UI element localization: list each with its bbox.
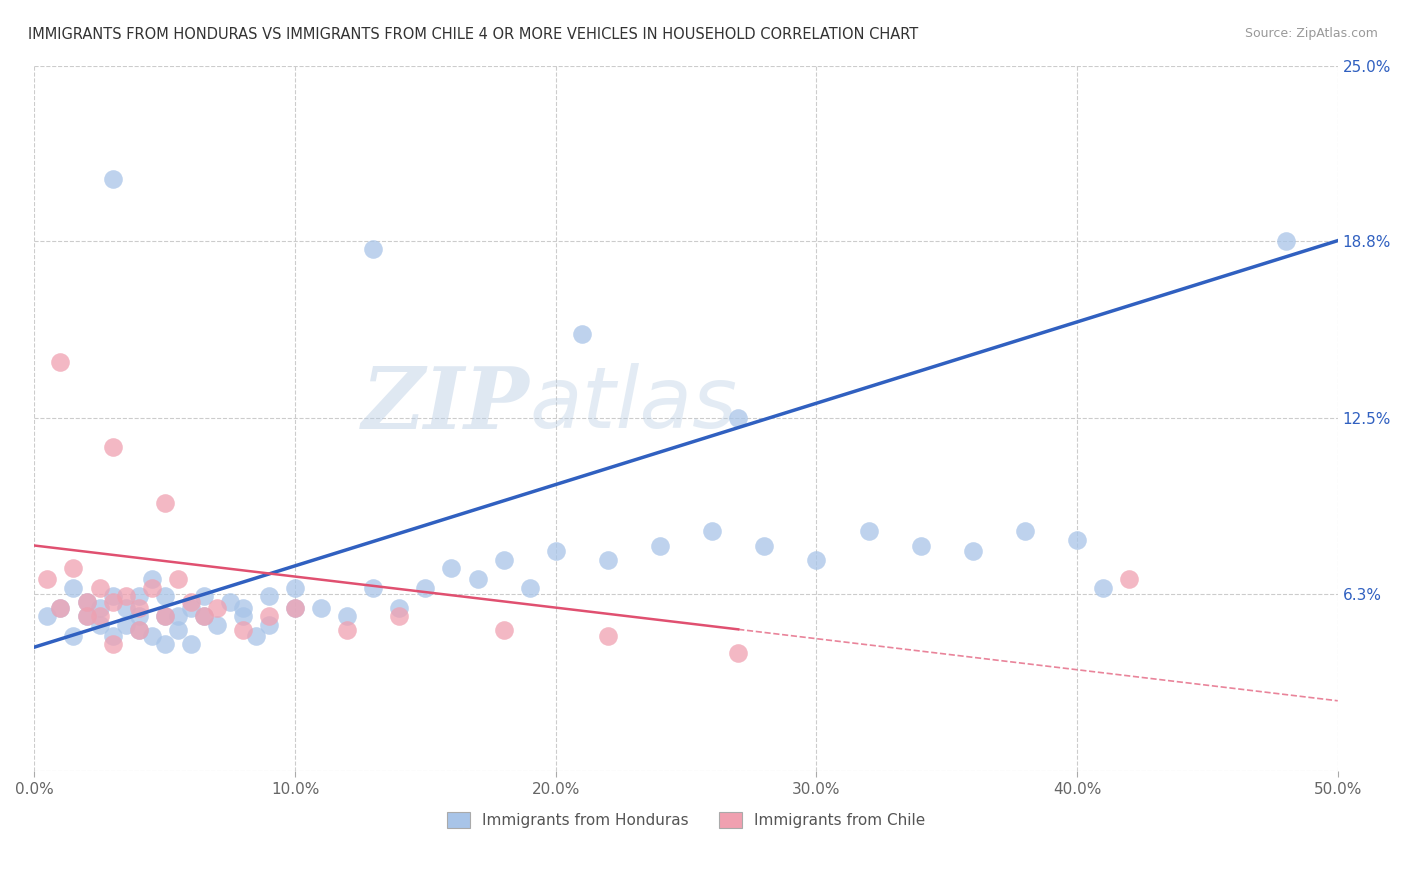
Point xyxy=(128,624,150,638)
Point xyxy=(232,624,254,638)
Point xyxy=(166,624,188,638)
Point xyxy=(114,617,136,632)
Point xyxy=(361,581,384,595)
Point xyxy=(49,600,72,615)
Point xyxy=(153,609,176,624)
Point xyxy=(76,595,98,609)
Point xyxy=(166,609,188,624)
Point xyxy=(101,637,124,651)
Point xyxy=(114,600,136,615)
Point xyxy=(309,600,332,615)
Point xyxy=(193,609,215,624)
Point xyxy=(37,573,59,587)
Point xyxy=(962,544,984,558)
Point xyxy=(101,595,124,609)
Point xyxy=(1014,524,1036,539)
Point xyxy=(1274,234,1296,248)
Point xyxy=(648,539,671,553)
Point xyxy=(1092,581,1115,595)
Point xyxy=(166,573,188,587)
Point xyxy=(180,637,202,651)
Point xyxy=(89,600,111,615)
Point xyxy=(205,600,228,615)
Point xyxy=(544,544,567,558)
Point xyxy=(336,624,359,638)
Point xyxy=(101,590,124,604)
Point xyxy=(114,590,136,604)
Point xyxy=(232,600,254,615)
Point xyxy=(219,595,242,609)
Point xyxy=(141,629,163,643)
Point xyxy=(180,600,202,615)
Point xyxy=(571,326,593,341)
Point xyxy=(727,646,749,660)
Point xyxy=(128,600,150,615)
Text: IMMIGRANTS FROM HONDURAS VS IMMIGRANTS FROM CHILE 4 OR MORE VEHICLES IN HOUSEHOL: IMMIGRANTS FROM HONDURAS VS IMMIGRANTS F… xyxy=(28,27,918,42)
Point xyxy=(180,595,202,609)
Point xyxy=(336,609,359,624)
Point xyxy=(153,496,176,510)
Point xyxy=(89,581,111,595)
Text: atlas: atlas xyxy=(530,363,738,446)
Point xyxy=(415,581,437,595)
Point xyxy=(388,600,411,615)
Point xyxy=(128,590,150,604)
Point xyxy=(388,609,411,624)
Point xyxy=(37,609,59,624)
Point xyxy=(519,581,541,595)
Point xyxy=(806,552,828,566)
Point xyxy=(257,617,280,632)
Point xyxy=(284,600,307,615)
Point xyxy=(492,552,515,566)
Point xyxy=(76,595,98,609)
Point xyxy=(727,411,749,425)
Point xyxy=(257,609,280,624)
Point xyxy=(62,629,84,643)
Point xyxy=(101,629,124,643)
Point xyxy=(492,624,515,638)
Point xyxy=(284,600,307,615)
Point xyxy=(910,539,932,553)
Point xyxy=(754,539,776,553)
Text: ZIP: ZIP xyxy=(361,363,530,446)
Point xyxy=(128,624,150,638)
Point xyxy=(232,609,254,624)
Point xyxy=(193,609,215,624)
Legend: Immigrants from Honduras, Immigrants from Chile: Immigrants from Honduras, Immigrants fro… xyxy=(440,806,932,834)
Point xyxy=(1066,533,1088,547)
Point xyxy=(467,573,489,587)
Point xyxy=(153,609,176,624)
Point xyxy=(89,617,111,632)
Point xyxy=(700,524,723,539)
Point xyxy=(62,561,84,575)
Point xyxy=(153,590,176,604)
Point xyxy=(245,629,267,643)
Text: Source: ZipAtlas.com: Source: ZipAtlas.com xyxy=(1244,27,1378,40)
Point xyxy=(284,581,307,595)
Point xyxy=(440,561,463,575)
Point xyxy=(858,524,880,539)
Point xyxy=(101,440,124,454)
Point xyxy=(257,590,280,604)
Point xyxy=(128,609,150,624)
Point xyxy=(76,609,98,624)
Point xyxy=(89,609,111,624)
Point xyxy=(49,600,72,615)
Point xyxy=(49,355,72,369)
Point xyxy=(193,590,215,604)
Point xyxy=(153,637,176,651)
Point xyxy=(596,552,619,566)
Point xyxy=(596,629,619,643)
Point xyxy=(205,617,228,632)
Point xyxy=(62,581,84,595)
Point xyxy=(1118,573,1140,587)
Point xyxy=(361,242,384,256)
Point xyxy=(141,573,163,587)
Point xyxy=(141,581,163,595)
Point xyxy=(101,171,124,186)
Point xyxy=(76,609,98,624)
